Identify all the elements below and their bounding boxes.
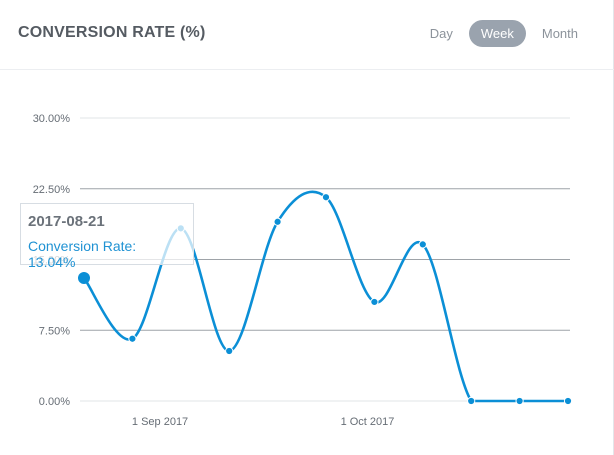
y-tick-label: 7.50% xyxy=(39,325,70,337)
data-point[interactable] xyxy=(370,297,379,307)
x-tick-label: 1 Oct 2017 xyxy=(341,416,395,428)
y-tick-label: 30.00% xyxy=(33,113,71,125)
data-point[interactable] xyxy=(467,396,476,406)
x-axis-labels: 1 Sep 2017 1 Oct 2017 xyxy=(132,416,394,428)
range-tabs: Day Week Month xyxy=(418,20,590,47)
data-point-highlighted[interactable] xyxy=(78,271,90,284)
tooltip-date: 2017-08-21 xyxy=(28,213,105,230)
data-point[interactable] xyxy=(225,346,234,356)
data-point[interactable] xyxy=(515,396,524,406)
tab-month[interactable]: Month xyxy=(541,26,578,41)
data-point[interactable] xyxy=(418,240,427,249)
card-header: CONVERSION RATE (%) Day Week Month xyxy=(0,0,614,70)
tab-day[interactable]: Day xyxy=(429,26,453,41)
y-tick-label: 0.00% xyxy=(39,396,70,408)
card-title: CONVERSION RATE (%) xyxy=(18,24,206,41)
data-points[interactable] xyxy=(78,193,573,406)
data-point[interactable] xyxy=(128,334,137,343)
tooltip-value: Conversion Rate: 13.04% xyxy=(28,238,137,270)
y-axis-labels: 0.00%7.50%15.00%22.50%30.00% xyxy=(33,113,71,408)
data-point[interactable] xyxy=(321,193,331,202)
chart-tooltip: 2017-08-21 Conversion Rate: 13.04% xyxy=(20,203,194,270)
tab-week[interactable]: Week xyxy=(468,20,526,47)
grid-lines xyxy=(80,117,570,402)
y-tick-label: 22.50% xyxy=(33,184,71,196)
x-tick-label: 1 Sep 2017 xyxy=(132,416,188,428)
data-point[interactable] xyxy=(273,217,282,226)
data-point[interactable] xyxy=(563,396,573,406)
